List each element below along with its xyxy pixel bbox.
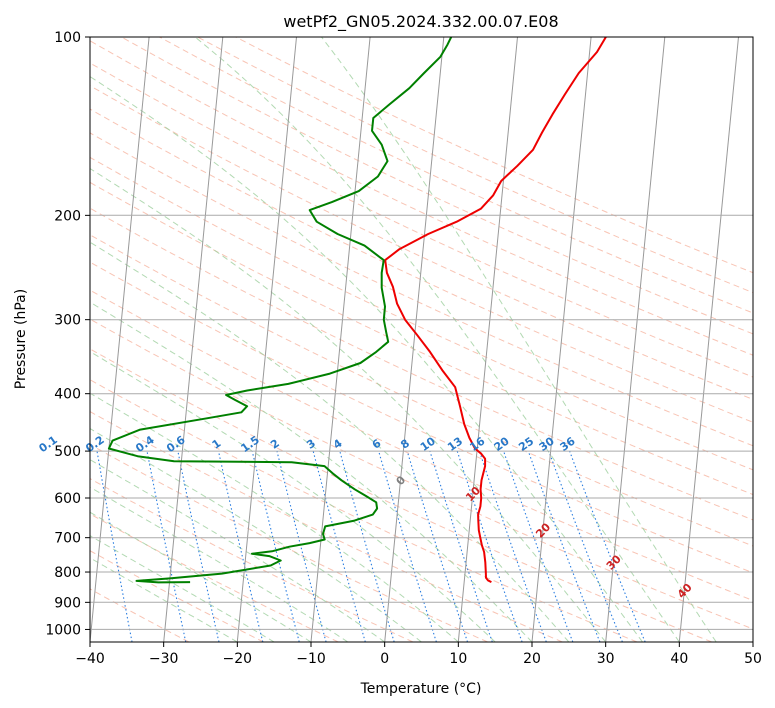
mixing-ratio-line (378, 450, 437, 642)
moist-adiabat-line (90, 392, 459, 642)
moist-adiabat-line (321, 37, 717, 642)
chart-title: wetPf2_GN05.2024.332.00.07.E08 (283, 12, 558, 32)
moist-adiabat-line (90, 428, 422, 642)
isotherm-line (457, 37, 518, 642)
dry-adiabat-line (90, 443, 488, 642)
mixing-ratio-line (456, 450, 523, 642)
dry-adiabat-line (90, 261, 753, 574)
isotherm-line (236, 37, 297, 642)
y-axis-label: Pressure (hPa) (13, 289, 29, 389)
moist-adiabat-line (90, 459, 385, 642)
mixing-ratio-line (548, 450, 623, 642)
x-tick-label: −40 (75, 651, 105, 667)
dry-adiabat-line (90, 410, 563, 642)
dewpoint-profile-line (107, 37, 453, 584)
dry-adiabat-line (90, 234, 753, 547)
mixing-ratio-line (478, 450, 547, 642)
dry-adiabat-line (197, 37, 753, 294)
moist-adiabat-line (90, 75, 643, 642)
mixing-ratio-line (276, 450, 327, 642)
x-tick-label: 10 (449, 651, 467, 667)
mixing-ratio-line (146, 450, 187, 642)
y-tick-label: 900 (54, 595, 81, 611)
dry-adiabat-line (90, 62, 753, 378)
x-tick-label: 50 (744, 651, 762, 667)
mixing-ratio-line (251, 450, 300, 642)
dry-adiabat-line (90, 40, 753, 356)
dry-adiabat-line (90, 550, 264, 642)
mixing-ratio-line (312, 450, 366, 642)
sounding-profiles (107, 37, 607, 584)
y-tick-label: 300 (54, 313, 81, 329)
moist-adiabat-line (90, 557, 238, 642)
dry-adiabat-line (90, 348, 712, 642)
x-tick-label: −30 (149, 651, 179, 667)
x-tick-label: 0 (380, 651, 389, 667)
dry-adiabat-line (90, 207, 753, 521)
axis-ticks: −40 −30 −20 −10 0 10 20 30 40 50 100 200 300 400 500 60… (45, 30, 762, 667)
x-tick-label: −20 (223, 651, 253, 667)
isotherm-line (163, 37, 224, 642)
y-tick-label: 600 (54, 491, 81, 507)
y-tick-label: 1000 (45, 622, 81, 638)
mixing-ratio-line (429, 450, 493, 642)
y-tick-label: 500 (54, 444, 81, 460)
mixing-ratio-line (503, 450, 574, 642)
x-tick-label: 40 (670, 651, 688, 667)
moist-adiabat-line (194, 37, 680, 642)
background-lines (90, 37, 753, 642)
moist-adiabat-line (90, 167, 607, 642)
isotherm-line (90, 37, 150, 642)
mixing-ratio-line (177, 450, 220, 642)
dry-adiabat-line (90, 156, 753, 471)
y-tick-label: 100 (54, 30, 81, 46)
dry-adiabat-line (90, 318, 753, 630)
temperature-profile-line (384, 37, 607, 583)
y-tick-label: 200 (54, 208, 81, 224)
mixing-ratio-line (406, 450, 469, 642)
x-tick-label: 30 (597, 651, 615, 667)
y-tick-label: 800 (54, 565, 81, 581)
isotherm-line (384, 37, 445, 642)
dry-adiabat-line (90, 513, 339, 642)
x-axis-label: Temperature (°C) (360, 681, 482, 697)
dry-adiabat-line (159, 37, 753, 314)
isotherm-line (678, 37, 739, 642)
plot-frame (89, 36, 754, 643)
moist-adiabat-line (90, 351, 496, 642)
x-tick-label: 20 (523, 651, 541, 667)
y-tick-label: 400 (54, 387, 81, 403)
mixing-ratio-line (527, 450, 601, 642)
mixing-ratio-line (217, 450, 264, 642)
y-tick-label: 700 (54, 531, 81, 547)
moist-adiabat-line (90, 241, 570, 642)
x-tick-label: −10 (296, 651, 326, 667)
moist-adiabat-line (90, 535, 275, 642)
dry-adiabat-line (90, 132, 753, 447)
isotherm-line (605, 37, 666, 642)
isotherm-line (531, 37, 592, 642)
dry-adiabat-line (90, 181, 753, 496)
